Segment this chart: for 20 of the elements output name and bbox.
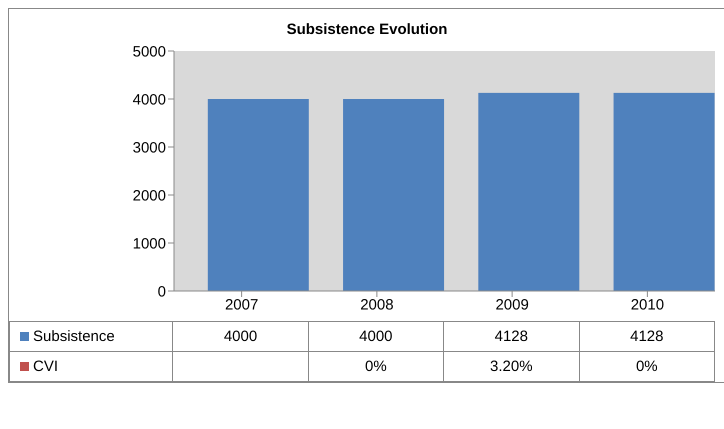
x-tick-label: 2007: [224, 296, 258, 314]
data-label: 3.20%: [444, 352, 580, 382]
data-label: 0%: [579, 352, 714, 382]
y-tick-label: 2000: [132, 187, 166, 204]
y-tick-label: 3000: [132, 139, 166, 156]
data-label: 4128: [579, 322, 714, 352]
y-tick-label: 5000: [132, 43, 166, 60]
chart-title: Subsistence Evolution: [286, 21, 448, 38]
data-label: 4000: [308, 322, 444, 352]
data-label: 0%: [308, 352, 444, 382]
y-tick-label: 0: [158, 283, 166, 300]
legend-label: CVI: [10, 352, 173, 382]
y-tick-label: 4000: [132, 91, 166, 108]
x-tick-label: 2010: [630, 296, 664, 314]
legend-label: Subsistence: [10, 322, 173, 352]
x-tick-label: 2009: [495, 296, 529, 314]
y-tick-label: 1000: [132, 235, 166, 252]
data-label: 4128: [444, 322, 580, 352]
x-tick-label: 2008: [360, 296, 394, 314]
data-label: 4000: [172, 322, 308, 352]
